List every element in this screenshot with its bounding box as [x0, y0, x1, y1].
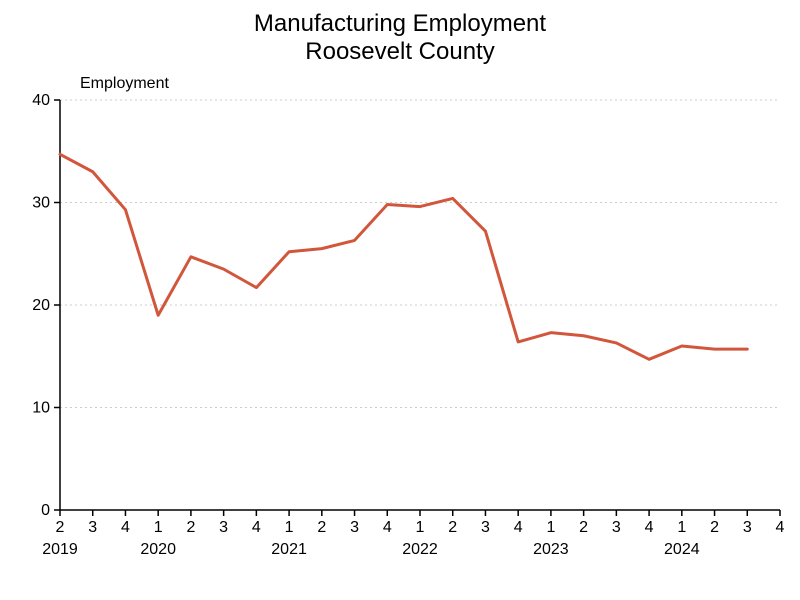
- x-tick-label: 2: [186, 519, 195, 536]
- x-tick-label: 3: [219, 519, 228, 536]
- x-tick-label: 4: [252, 519, 261, 536]
- y-axis-label: Employment: [80, 75, 169, 92]
- x-tick-label: 2: [317, 519, 326, 536]
- y-tick-label: 40: [32, 92, 50, 109]
- x-tick-label: 2: [710, 519, 719, 536]
- x-tick-label: 4: [383, 519, 392, 536]
- x-tick-label: 3: [743, 519, 752, 536]
- data-series-line: [60, 154, 747, 359]
- y-tick-label: 20: [32, 297, 50, 314]
- x-tick-label: 2: [56, 519, 65, 536]
- x-tick-label: 4: [121, 519, 130, 536]
- x-tick-label: 3: [481, 519, 490, 536]
- x-tick-label: 1: [677, 519, 686, 536]
- x-tick-label: 1: [285, 519, 294, 536]
- x-year-label: 2023: [533, 541, 569, 558]
- x-tick-label: 4: [514, 519, 523, 536]
- y-tick-label: 10: [32, 400, 50, 417]
- x-year-label: 2019: [42, 541, 78, 558]
- x-year-label: 2022: [402, 541, 438, 558]
- x-tick-label: 1: [154, 519, 163, 536]
- x-tick-label: 3: [88, 519, 97, 536]
- x-year-label: 2021: [271, 541, 307, 558]
- y-tick-label: 0: [41, 502, 50, 519]
- x-tick-label: 3: [350, 519, 359, 536]
- x-tick-label: 4: [645, 519, 654, 536]
- x-tick-label: 2: [448, 519, 457, 536]
- x-year-label: 2024: [664, 541, 700, 558]
- y-tick-label: 30: [32, 195, 50, 212]
- x-year-label: 2020: [140, 541, 176, 558]
- x-tick-label: 4: [776, 519, 785, 536]
- chart-svg: 0 10 20 30 40 Employment 2 3 4 1 2 3 4 1 2 3 4 1 2 3 4 1 2 3 4 1 2…: [0, 0, 800, 600]
- x-tick-label: 3: [612, 519, 621, 536]
- x-tick-label: 2: [579, 519, 588, 536]
- chart-container: Manufacturing Employment Roosevelt Count…: [0, 0, 800, 600]
- x-tick-label: 1: [546, 519, 555, 536]
- x-tick-label: 1: [416, 519, 425, 536]
